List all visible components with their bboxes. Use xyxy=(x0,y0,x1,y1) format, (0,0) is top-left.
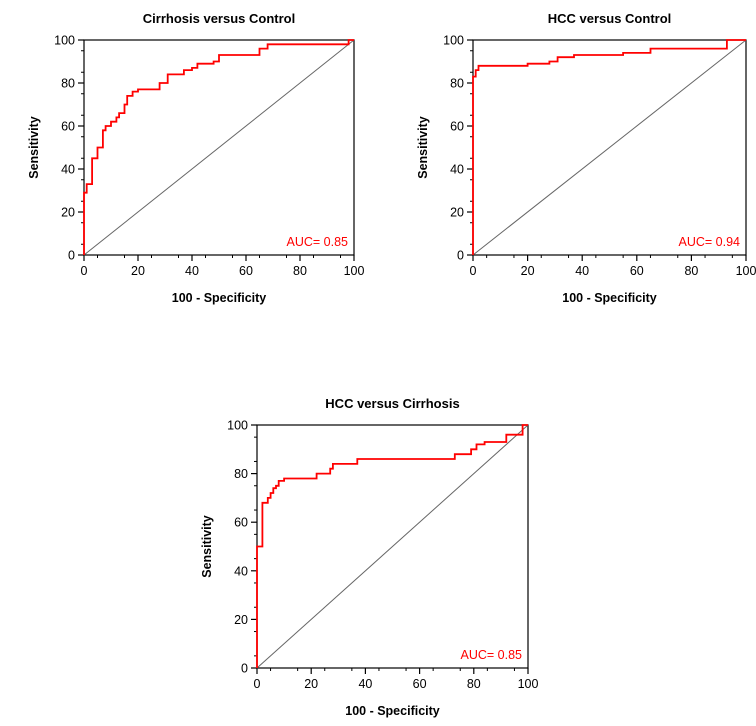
roc-chart-1: Cirrhosis versus Control 0 20 40 60 80 100 0 20 4… xyxy=(27,11,364,305)
y-tick-label: 40 xyxy=(61,163,75,177)
y-axis-label: Sensitivity xyxy=(27,116,41,179)
y-tick-label: 20 xyxy=(61,206,75,220)
roc-curve xyxy=(472,39,746,255)
y-tick-label: 60 xyxy=(234,516,248,530)
auc-annotation: AUC= 0.85 xyxy=(461,648,523,662)
plot-frame xyxy=(83,39,355,256)
roc-curve xyxy=(83,39,354,255)
y-tick-label: 0 xyxy=(457,249,464,263)
reference-diagonal-line xyxy=(83,39,355,256)
y-tick-label: 40 xyxy=(234,564,248,578)
x-tick-label: 20 xyxy=(131,264,145,278)
auc-annotation: AUC= 0.94 xyxy=(679,235,741,249)
y-tick-label: 40 xyxy=(450,163,464,177)
x-axis-label: 100 - Specificity xyxy=(345,704,440,718)
y-tick-label: 60 xyxy=(61,120,75,134)
reference-diagonal-line xyxy=(472,39,747,256)
roc-chart-3: HCC versus Cirrhosis 0 20 40 60 80 100 0 20 40 60 8… xyxy=(200,396,538,718)
roc-curve xyxy=(256,424,528,668)
x-axis-label: 100 - Specificity xyxy=(172,291,267,305)
x-tick-label: 100 xyxy=(518,677,539,691)
chart-title: Cirrhosis versus Control xyxy=(143,11,295,26)
y-tick-label: 0 xyxy=(68,249,75,263)
y-tick-label: 100 xyxy=(443,34,464,48)
x-tick-label: 20 xyxy=(304,677,318,691)
x-axis-label: 100 - Specificity xyxy=(562,291,657,305)
x-tick-label: 40 xyxy=(185,264,199,278)
x-tick-label: 0 xyxy=(470,264,477,278)
x-tick-label: 60 xyxy=(239,264,253,278)
y-tick-label: 20 xyxy=(450,206,464,220)
x-tick-label: 40 xyxy=(358,677,372,691)
y-tick-label: 60 xyxy=(450,120,464,134)
reference-diagonal-line xyxy=(256,424,529,669)
roc-chart-2: HCC versus Control 0 20 40 60 80 100 0 20 40 60 80 1… xyxy=(416,11,756,305)
y-tick-label: 80 xyxy=(61,77,75,91)
x-tick-label: 40 xyxy=(575,264,589,278)
chart-title: HCC versus Control xyxy=(548,11,672,26)
auc-annotation: AUC= 0.85 xyxy=(287,235,349,249)
y-axis-label: Sensitivity xyxy=(200,515,214,578)
y-tick-label: 80 xyxy=(234,467,248,481)
x-tick-label: 60 xyxy=(413,677,427,691)
x-tick-label: 80 xyxy=(684,264,698,278)
x-tick-label: 0 xyxy=(254,677,261,691)
x-tick-label: 60 xyxy=(630,264,644,278)
x-tick-label: 20 xyxy=(521,264,535,278)
x-tick-label: 80 xyxy=(293,264,307,278)
y-tick-label: 0 xyxy=(241,662,248,676)
y-tick-label: 100 xyxy=(54,34,75,48)
y-axis-label: Sensitivity xyxy=(416,116,430,179)
chart-title: HCC versus Cirrhosis xyxy=(325,396,459,411)
y-tick-label: 100 xyxy=(227,419,248,433)
x-tick-label: 80 xyxy=(467,677,481,691)
y-tick-label: 20 xyxy=(234,613,248,627)
x-tick-label: 100 xyxy=(344,264,365,278)
x-tick-label: 0 xyxy=(81,264,88,278)
x-tick-label: 100 xyxy=(736,264,756,278)
y-tick-label: 80 xyxy=(450,77,464,91)
